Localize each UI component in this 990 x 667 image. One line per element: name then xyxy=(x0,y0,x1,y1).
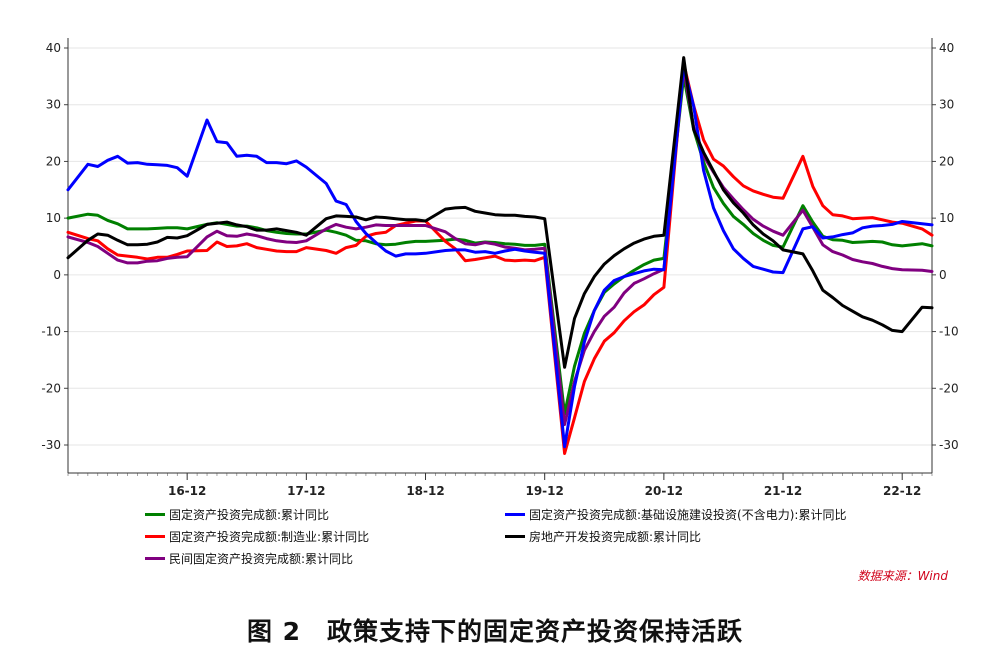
y-tick-label-right: 0 xyxy=(939,268,947,282)
y-tick-label-right: 10 xyxy=(939,211,954,225)
y-tick-label-left: 40 xyxy=(46,41,61,55)
y-tick-label-right: 40 xyxy=(939,41,954,55)
series-line-manufacturing xyxy=(66,61,934,455)
y-tick-label-right: 30 xyxy=(939,98,954,112)
x-tick-label: 18-12 xyxy=(406,484,444,498)
legend-item-private: 民间固定资产投资完成额:累计同比 xyxy=(145,549,505,567)
y-tick-label-left: 10 xyxy=(46,211,61,225)
legend-label: 房地产开发投资完成额:累计同比 xyxy=(529,529,702,544)
x-tick-label: 20-12 xyxy=(645,484,683,498)
legend-swatch-black xyxy=(505,534,525,538)
y-tick-label-left: -20 xyxy=(41,381,61,395)
y-tick-label-right: -30 xyxy=(939,438,959,452)
y-tick-label-right: -20 xyxy=(939,381,959,395)
x-tick-label: 16-12 xyxy=(168,484,206,498)
legend-item-infrastructure: 固定资产投资完成额:基础设施建设投资(不含电力):累计同比 xyxy=(505,505,905,523)
y-tick-label-left: 20 xyxy=(46,154,61,168)
y-tick-label-left: -30 xyxy=(41,438,61,452)
x-tick-label: 21-12 xyxy=(764,484,802,498)
legend-swatch-purple xyxy=(145,556,165,560)
legend-item-fai-total: 固定资产投资完成额:累计同比 xyxy=(145,505,505,523)
legend-item-real-estate: 房地产开发投资完成额:累计同比 xyxy=(505,527,905,545)
legend-swatch-blue xyxy=(505,512,525,516)
x-tick-label: 19-12 xyxy=(525,484,563,498)
series-line-real-estate xyxy=(66,56,934,369)
y-tick-label-right: 20 xyxy=(939,154,954,168)
legend-item-manufacturing: 固定资产投资完成额:制造业:累计同比 xyxy=(145,527,505,545)
x-tick-label: 22-12 xyxy=(883,484,921,498)
line-chart: -30 -30 -20 -20 -10 -10 0 0 10 10 20 20 30 30 40 40 16-1… xyxy=(41,38,959,498)
series-line-infrastructure xyxy=(66,65,934,449)
x-tick-label: 17-12 xyxy=(287,484,325,498)
legend-label: 固定资产投资完成额:累计同比 xyxy=(169,507,330,522)
legend-label: 固定资产投资完成额:基础设施建设投资(不含电力):累计同比 xyxy=(529,507,847,522)
figure-title: 图 2 政策支持下的固定资产投资保持活跃 xyxy=(246,617,744,646)
series-line-private xyxy=(66,66,934,427)
chart-legend: 固定资产投资完成额:累计同比 固定资产投资完成额:基础设施建设投资(不含电力):… xyxy=(145,505,905,567)
y-tick-label-left: -10 xyxy=(41,325,61,339)
y-tick-label-left: 0 xyxy=(53,268,61,282)
legend-label: 民间固定资产投资完成额:累计同比 xyxy=(169,551,354,566)
y-tick-label-right: -10 xyxy=(939,325,959,339)
legend-swatch-red xyxy=(145,534,165,538)
source-note: 数据来源：Wind xyxy=(857,569,948,583)
legend-swatch-green xyxy=(145,512,165,516)
legend-label: 固定资产投资完成额:制造业:累计同比 xyxy=(169,529,370,544)
y-tick-label-left: 30 xyxy=(46,98,61,112)
